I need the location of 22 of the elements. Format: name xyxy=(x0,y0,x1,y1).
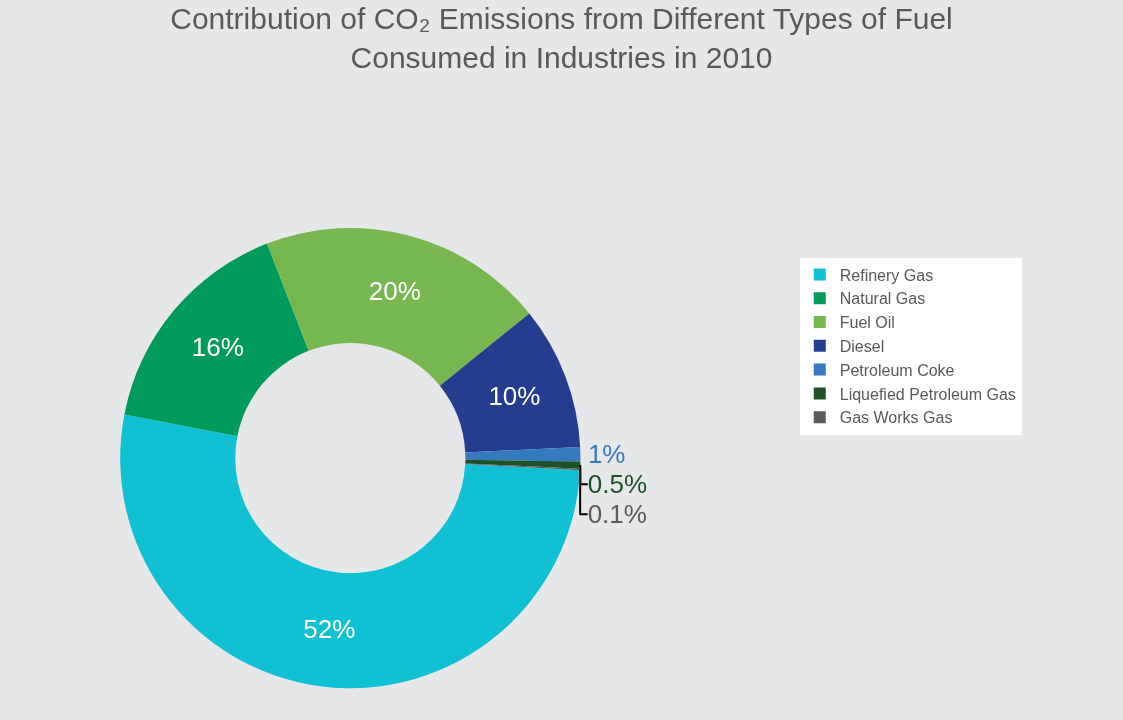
donut-slice xyxy=(465,459,581,469)
legend-label: Liquefied Petroleum Gas xyxy=(839,385,1016,403)
legend-label: Refinery Gas xyxy=(839,266,934,284)
legend-label: Natural Gas xyxy=(839,290,926,308)
donut-slice xyxy=(120,414,581,689)
donut-slice xyxy=(465,463,581,471)
legend-label: Fuel Oil xyxy=(839,314,895,332)
data-label: 20% xyxy=(368,276,421,307)
data-label: 0.1% xyxy=(587,499,647,530)
data-label: 10% xyxy=(488,380,541,411)
legend-label: Diesel xyxy=(839,338,885,356)
donut-slice xyxy=(267,228,530,386)
donut-slice xyxy=(465,446,581,462)
data-label: 1% xyxy=(587,439,626,470)
donut-slice xyxy=(124,243,309,437)
data-label: 0.5% xyxy=(587,469,648,500)
data-label: 16% xyxy=(191,332,244,363)
donut-slice xyxy=(439,313,581,453)
legend-label: Petroleum Coke xyxy=(839,361,955,379)
legend-label: Gas Works Gas xyxy=(839,409,953,427)
chart-title: Contribution of CO₂ Emissions from Different Types of Fuel Consumed in Industries in 2010 xyxy=(170,1,953,74)
data-label: 52% xyxy=(303,614,356,645)
